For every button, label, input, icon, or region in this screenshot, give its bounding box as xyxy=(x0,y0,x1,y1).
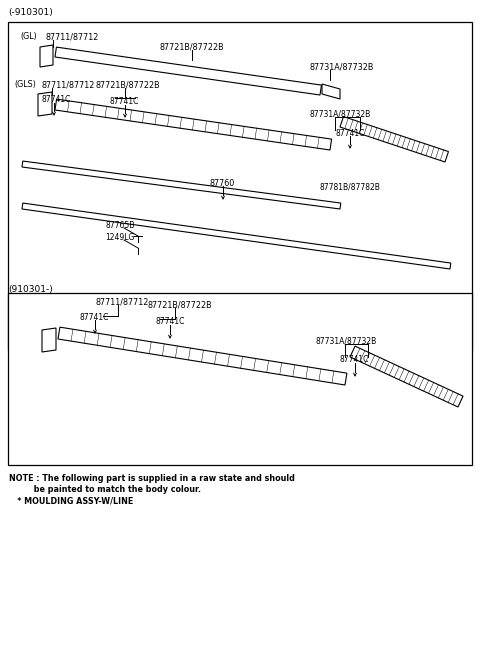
Polygon shape xyxy=(58,327,347,385)
Text: 87731A/87732B: 87731A/87732B xyxy=(310,62,374,72)
Polygon shape xyxy=(340,116,448,162)
Text: 87741C: 87741C xyxy=(336,129,365,137)
Text: 87711/87712: 87711/87712 xyxy=(95,298,148,307)
Text: 87781B/87782B: 87781B/87782B xyxy=(320,183,381,191)
Polygon shape xyxy=(40,45,53,67)
Polygon shape xyxy=(55,99,332,150)
Polygon shape xyxy=(22,203,451,269)
Polygon shape xyxy=(38,92,52,116)
Text: 1249LG: 1249LG xyxy=(105,233,134,242)
Text: (GLS): (GLS) xyxy=(14,81,36,89)
Text: NOTE : The following part is supplied in a raw state and should: NOTE : The following part is supplied in… xyxy=(9,474,295,483)
Polygon shape xyxy=(42,328,56,352)
Text: 87741C: 87741C xyxy=(79,313,108,321)
Text: 87741C: 87741C xyxy=(156,317,185,327)
Text: 87711/87712: 87711/87712 xyxy=(45,32,98,41)
Text: * MOULDING ASSY-W/LINE: * MOULDING ASSY-W/LINE xyxy=(9,496,133,505)
Text: 87741C: 87741C xyxy=(340,355,370,365)
Text: 87721B/87722B: 87721B/87722B xyxy=(148,300,213,309)
Text: 87760: 87760 xyxy=(210,179,235,187)
Text: 87741C: 87741C xyxy=(42,95,72,104)
Polygon shape xyxy=(350,346,463,407)
Text: (910301-): (910301-) xyxy=(8,285,53,294)
Text: 87765B: 87765B xyxy=(105,221,134,229)
Text: 87741C: 87741C xyxy=(110,97,139,106)
Bar xyxy=(8,293,472,465)
Polygon shape xyxy=(322,84,340,99)
Text: 87711/87712: 87711/87712 xyxy=(42,81,96,89)
Text: (-910301): (-910301) xyxy=(8,8,53,17)
Text: be painted to match the body colour.: be painted to match the body colour. xyxy=(9,485,201,494)
Text: 87721B/87722B: 87721B/87722B xyxy=(95,81,160,89)
Text: (GL): (GL) xyxy=(20,32,37,41)
Text: 87731A/87732B: 87731A/87732B xyxy=(315,336,376,346)
Polygon shape xyxy=(55,47,322,95)
Polygon shape xyxy=(22,161,341,209)
Bar xyxy=(8,22,472,350)
Text: 87721B/87722B: 87721B/87722B xyxy=(160,43,225,51)
Text: 87731A/87732B: 87731A/87732B xyxy=(310,110,371,118)
